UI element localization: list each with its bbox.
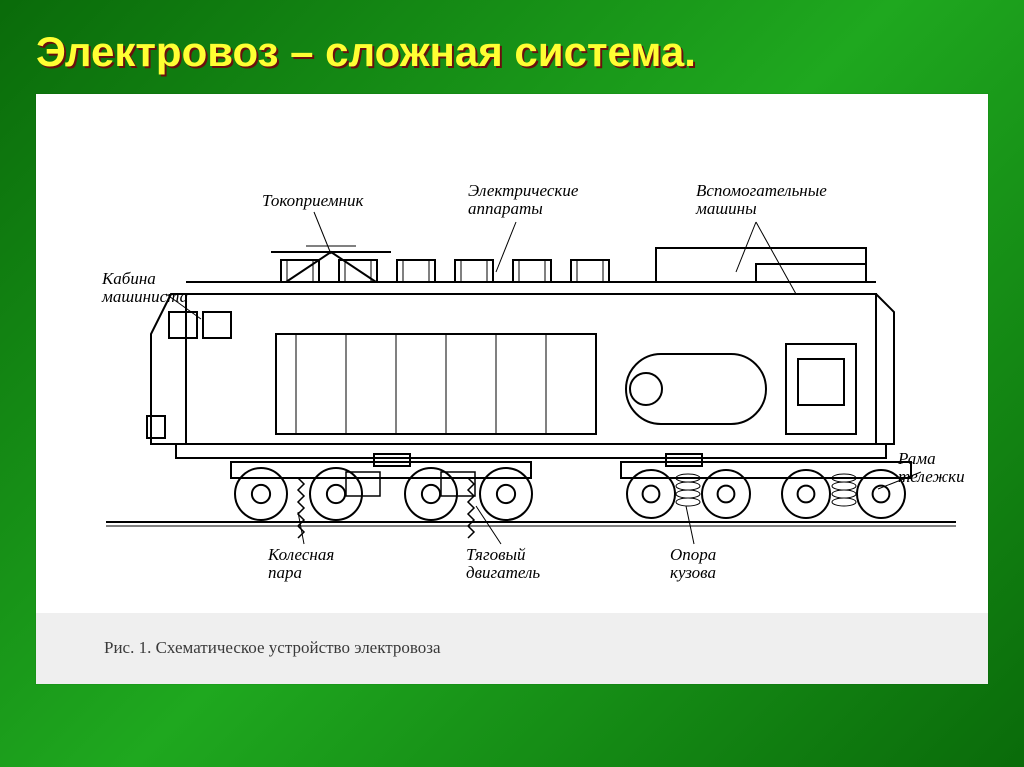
label-motor: Тяговый двигатель bbox=[466, 546, 540, 582]
label-pantograph: Токоприемник bbox=[262, 192, 364, 210]
label-cab: Кабина машиниста bbox=[102, 270, 188, 306]
figure-caption: Рис. 1. Схематическое устройство электро… bbox=[104, 638, 441, 658]
diagram-panel: Токоприемник Электрические аппараты Вспо… bbox=[36, 94, 988, 684]
label-apparatus: Электрические аппараты bbox=[468, 182, 578, 218]
label-aux: Вспомогательные машины bbox=[696, 182, 827, 218]
label-wheelset: Колесная пара bbox=[268, 546, 334, 582]
label-support: Опора кузова bbox=[670, 546, 716, 582]
slide: Электровоз – сложная система. Токоприемн… bbox=[0, 0, 1024, 767]
slide-title: Электровоз – сложная система. bbox=[36, 28, 988, 76]
label-bogie-frame: Рама тележки bbox=[898, 450, 965, 486]
